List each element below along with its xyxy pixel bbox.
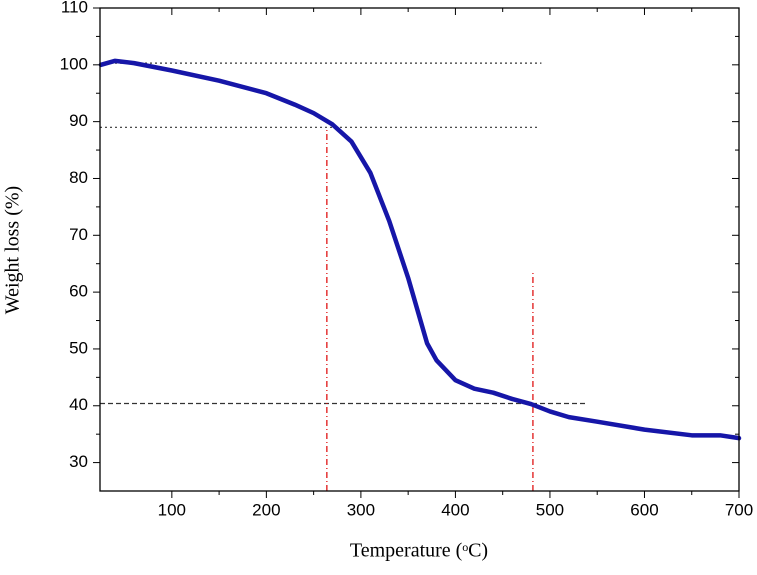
x-tick-label: 500 <box>536 500 564 519</box>
x-tick-label: 300 <box>347 500 375 519</box>
x-tick-label: 400 <box>441 500 469 519</box>
y-tick-label: 70 <box>69 225 88 244</box>
data-line <box>98 58 742 441</box>
y-axis-title: Weight loss (%) <box>2 186 24 314</box>
y-tick-label: 60 <box>69 282 88 301</box>
y-tick-label: 110 <box>61 0 88 16</box>
x-tick-label: 600 <box>630 500 658 519</box>
y-tick-label: 40 <box>69 395 88 414</box>
y-tick-label: 90 <box>69 111 88 130</box>
x-tick-label: 700 <box>725 500 753 519</box>
x-axis-title: Temperature (ᵒC) <box>350 540 488 562</box>
x-tick-label: 200 <box>252 500 280 519</box>
y-tick-label: 50 <box>69 338 88 357</box>
x-tick-label: 100 <box>158 500 186 519</box>
plot-frame <box>99 7 740 492</box>
y-tick-label: 30 <box>69 452 88 471</box>
y-tick-label: 100 <box>60 54 88 73</box>
y-tick-label: 80 <box>69 168 88 187</box>
